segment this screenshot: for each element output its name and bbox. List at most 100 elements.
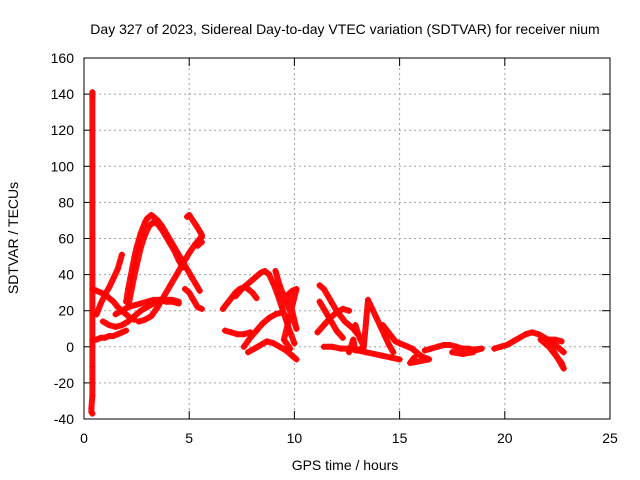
data-point — [253, 327, 260, 334]
series-rise-left — [93, 251, 125, 318]
data-point — [466, 345, 473, 352]
data-point — [234, 331, 241, 338]
data-point — [337, 345, 344, 352]
data-point — [137, 307, 144, 314]
data-point — [144, 304, 151, 311]
y-tick-label: 60 — [58, 231, 74, 247]
data-point — [89, 94, 96, 101]
data-point — [426, 356, 433, 363]
data-point — [369, 305, 376, 312]
data-point — [289, 313, 296, 320]
data-point — [186, 289, 193, 296]
data-point — [264, 338, 271, 345]
chart-title: Day 327 of 2023, Sidereal Day-to-day VTE… — [90, 21, 599, 37]
data-point — [118, 329, 125, 336]
data-point — [337, 313, 344, 320]
x-tick-label: 5 — [185, 430, 193, 446]
data-point — [270, 280, 277, 287]
data-point — [114, 304, 121, 311]
data-point — [320, 286, 327, 293]
data-point — [278, 309, 285, 316]
data-point — [251, 345, 258, 352]
data-point — [535, 331, 542, 338]
data-point — [388, 332, 395, 339]
series-trace — [352, 296, 397, 356]
data-point — [194, 304, 201, 311]
data-point — [97, 300, 104, 307]
series-trace — [537, 336, 567, 372]
data-point — [245, 280, 252, 287]
data-point — [320, 343, 327, 350]
data-point — [329, 343, 336, 350]
data-point — [392, 338, 399, 345]
data-point — [400, 341, 407, 348]
y-tick-label: 160 — [51, 50, 75, 66]
series-scatter-13 — [346, 336, 365, 356]
data-point — [106, 284, 113, 291]
data-point — [280, 336, 287, 343]
y-tick-label: 120 — [51, 122, 75, 138]
data-point — [196, 287, 203, 294]
data-point — [175, 257, 182, 264]
data-point — [434, 343, 441, 350]
data-point — [278, 304, 285, 311]
data-point — [352, 322, 359, 329]
data-point — [449, 349, 456, 356]
data-point — [543, 336, 550, 343]
data-point — [194, 224, 201, 231]
data-point — [320, 322, 327, 329]
data-point — [221, 327, 228, 334]
data-point — [413, 349, 420, 356]
data-point — [156, 296, 163, 303]
data-point — [405, 343, 412, 350]
data-point — [388, 354, 395, 361]
data-point — [522, 331, 529, 338]
data-point — [289, 352, 296, 359]
data-point — [371, 351, 378, 358]
data-point — [198, 231, 205, 238]
data-point — [133, 262, 140, 269]
data-point — [558, 360, 565, 367]
data-point — [341, 318, 348, 325]
data-point — [552, 336, 559, 343]
data-point — [409, 345, 416, 352]
data-point — [175, 300, 182, 307]
data-point — [257, 341, 264, 348]
data-point — [407, 360, 414, 367]
data-point — [362, 349, 369, 356]
data-point — [249, 289, 256, 296]
data-point — [266, 271, 273, 278]
data-point — [89, 392, 96, 399]
series-arch-13 — [352, 296, 397, 356]
data-point — [327, 314, 334, 321]
data-point — [560, 349, 567, 356]
data-point — [346, 307, 353, 314]
data-point — [194, 242, 201, 249]
data-point — [245, 349, 252, 356]
data-point — [314, 329, 321, 336]
data-point — [110, 332, 117, 339]
data-point — [198, 239, 205, 246]
data-point — [142, 231, 149, 238]
data-point — [459, 351, 466, 358]
series-low-8 — [245, 338, 300, 363]
data-point — [537, 336, 544, 343]
data-point — [106, 295, 113, 302]
data-point — [154, 221, 161, 228]
data-point — [339, 334, 346, 341]
data-point — [356, 334, 363, 341]
data-point — [470, 349, 477, 356]
data-point — [421, 347, 428, 354]
data-point — [390, 349, 397, 356]
data-point — [411, 354, 418, 361]
data-point — [560, 365, 567, 372]
data-point — [171, 248, 178, 255]
data-point — [228, 329, 235, 336]
data-point — [358, 345, 365, 352]
data-point — [383, 327, 390, 334]
data-point — [123, 327, 130, 334]
data-point — [89, 286, 96, 293]
data-point — [150, 213, 157, 220]
data-point — [545, 343, 552, 350]
